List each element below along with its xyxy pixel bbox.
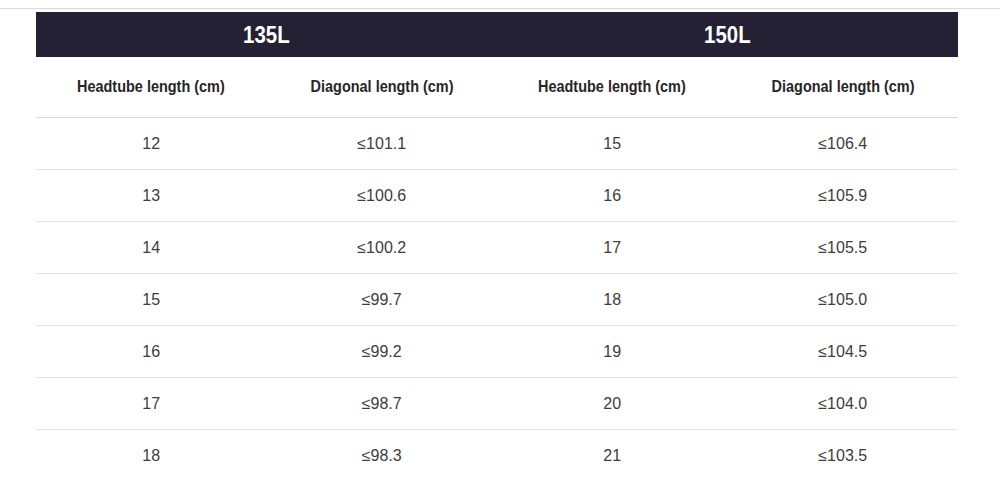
size-table-body: 12 ≤101.1 15 ≤106.4 13 ≤100.6 16 ≤105.9 … [36,118,958,482]
top-divider [0,8,1000,9]
table-row: 16 ≤99.2 19 ≤104.5 [36,326,958,378]
table-cell: 14 [36,222,267,274]
column-header-label: Headtube length (cm) [77,77,225,97]
table-cell: 16 [36,326,267,378]
column-header-row: Headtube length (cm) Diagonal length (cm… [36,57,958,118]
table-cell: 19 [497,326,728,378]
group-header-150l: 150L [497,12,958,57]
table-row: 17 ≤98.7 20 ≤104.0 [36,378,958,430]
table-cell: 13 [36,170,267,222]
table-row: 14 ≤100.2 17 ≤105.5 [36,222,958,274]
column-header-headtube-150l: Headtube length (cm) [497,57,728,118]
table-cell: 17 [36,378,267,430]
table-cell: ≤106.4 [728,118,959,170]
size-chart-page: 135L 150L Headtube length (cm) Diagonal … [0,0,1000,483]
table-cell: ≤100.2 [267,222,498,274]
table-cell: ≤99.2 [267,326,498,378]
table-cell: ≤101.1 [267,118,498,170]
table-cell: ≤98.7 [267,378,498,430]
table-cell: ≤105.5 [728,222,959,274]
table-cell: ≤100.6 [267,170,498,222]
group-label-135l: 135L [243,21,289,49]
table-cell: 12 [36,118,267,170]
group-header-row: 135L 150L [36,12,958,57]
table-cell: 16 [497,170,728,222]
table-row: 15 ≤99.7 18 ≤105.0 [36,274,958,326]
column-header-diagonal-150l: Diagonal length (cm) [728,57,959,118]
column-header-label: Diagonal length (cm) [310,77,453,97]
table-cell: ≤99.7 [267,274,498,326]
table-row: 12 ≤101.1 15 ≤106.4 [36,118,958,170]
table-cell: 21 [497,430,728,482]
column-header-headtube-135l: Headtube length (cm) [36,57,267,118]
table-cell: 20 [497,378,728,430]
table-cell: 18 [36,430,267,482]
table-cell: ≤105.0 [728,274,959,326]
column-header-label: Headtube length (cm) [538,77,686,97]
table-cell: ≤104.5 [728,326,959,378]
column-header-diagonal-135l: Diagonal length (cm) [267,57,498,118]
table-cell: 15 [36,274,267,326]
table-cell: ≤104.0 [728,378,959,430]
size-table: 135L 150L Headtube length (cm) Diagonal … [36,12,958,481]
table-cell: ≤105.9 [728,170,959,222]
table-row: 13 ≤100.6 16 ≤105.9 [36,170,958,222]
table-cell: 18 [497,274,728,326]
group-header-135l: 135L [36,12,497,57]
table-row: 18 ≤98.3 21 ≤103.5 [36,430,958,482]
table-cell: 17 [497,222,728,274]
table-cell: ≤98.3 [267,430,498,482]
size-table-head: 135L 150L Headtube length (cm) Diagonal … [36,12,958,118]
column-header-label: Diagonal length (cm) [771,77,914,97]
table-cell: 15 [497,118,728,170]
group-label-150l: 150L [704,21,750,49]
table-cell: ≤103.5 [728,430,959,482]
